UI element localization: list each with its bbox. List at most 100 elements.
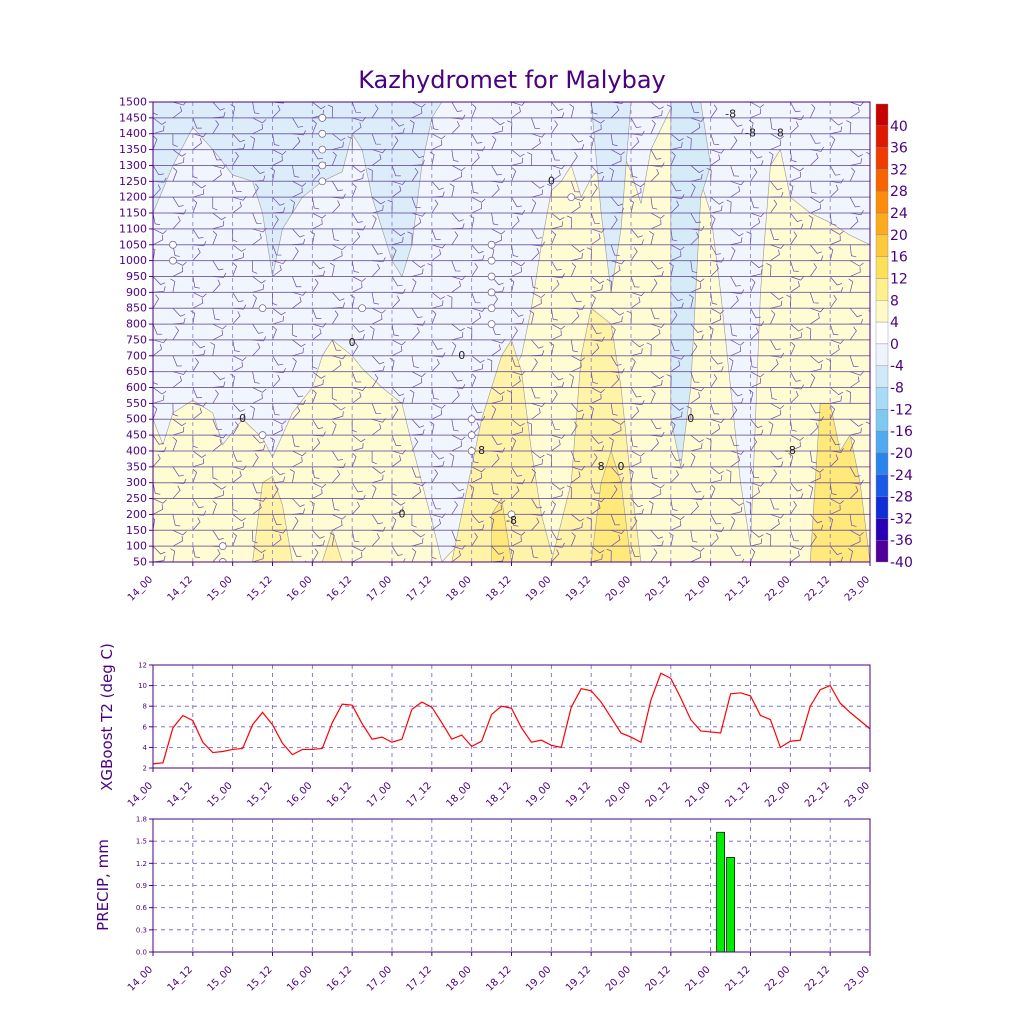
wind-barb bbox=[790, 341, 796, 356]
temperature-colorbar: 4036322824201612840-4-8-12-16-20-24-28-3… bbox=[875, 103, 913, 571]
wind-barb bbox=[650, 110, 663, 119]
wind-barb bbox=[809, 244, 823, 254]
wind-barb bbox=[411, 212, 426, 217]
wind-barb bbox=[153, 518, 156, 531]
wind-barb bbox=[431, 358, 440, 372]
wind-barb bbox=[451, 550, 461, 562]
wind-barb bbox=[551, 323, 566, 330]
colorbar-label: 8 bbox=[890, 293, 899, 309]
wind-barb bbox=[451, 482, 464, 492]
colorbar-label: 16 bbox=[890, 250, 908, 266]
wind-barb bbox=[371, 466, 386, 474]
wind-barb bbox=[270, 167, 275, 182]
wind-barb bbox=[172, 535, 184, 547]
wind-barb bbox=[650, 466, 658, 480]
wind-barb bbox=[427, 263, 433, 277]
wind-barb bbox=[431, 243, 446, 249]
wind-barb bbox=[172, 375, 182, 388]
wind-barb bbox=[272, 534, 282, 547]
wind-barb bbox=[511, 529, 526, 536]
wind-barb bbox=[391, 246, 397, 261]
wind-barb bbox=[407, 231, 413, 245]
wind-barb bbox=[471, 152, 480, 166]
wind-barb bbox=[730, 102, 731, 103]
wind-barb bbox=[332, 133, 346, 141]
wind-barb bbox=[332, 302, 345, 309]
wind-barb bbox=[471, 181, 479, 194]
wind-barb bbox=[391, 136, 399, 150]
wind-barb bbox=[569, 104, 575, 118]
wind-barb bbox=[626, 310, 632, 325]
y-tick-label: 0.6 bbox=[136, 904, 148, 912]
x-tick-label: 18_00 bbox=[444, 780, 473, 809]
wind-barb bbox=[650, 260, 663, 270]
wind-barb bbox=[610, 529, 625, 534]
wind-barb bbox=[609, 167, 614, 182]
cold-region-fill bbox=[153, 102, 443, 278]
y-tick-label: 300 bbox=[126, 476, 147, 489]
wind-barb bbox=[471, 203, 483, 214]
wind-barb bbox=[511, 196, 522, 208]
wind-barb bbox=[690, 443, 703, 452]
wind-barb bbox=[431, 310, 437, 325]
wind-barb bbox=[292, 165, 300, 178]
wind-barb bbox=[153, 405, 158, 420]
wind-barb bbox=[192, 102, 194, 103]
wind-barb bbox=[192, 349, 206, 357]
wind-barb bbox=[192, 510, 207, 516]
colorbar-label: -32 bbox=[890, 511, 913, 527]
wind-barb bbox=[431, 498, 441, 510]
wind-barb bbox=[810, 255, 824, 261]
wind-barb bbox=[391, 397, 405, 404]
wind-barb bbox=[730, 136, 738, 150]
wind-barb bbox=[210, 342, 216, 356]
wind-barb bbox=[471, 292, 481, 304]
wind-barb bbox=[451, 323, 465, 332]
wind-barb bbox=[371, 418, 386, 423]
wind-barb bbox=[232, 304, 247, 310]
wind-barb bbox=[292, 324, 298, 338]
wind-barb bbox=[451, 231, 459, 245]
wind-barb bbox=[252, 123, 263, 135]
wind-barb bbox=[272, 476, 286, 484]
precip-bars bbox=[716, 831, 735, 953]
colorbar-label: 40 bbox=[890, 119, 908, 135]
wind-barb bbox=[770, 117, 777, 131]
wind-barb bbox=[591, 284, 603, 293]
wind-barb bbox=[292, 508, 306, 515]
wind-barb bbox=[212, 112, 226, 119]
wind-barb bbox=[252, 294, 257, 309]
wind-barb bbox=[570, 292, 582, 303]
wind-barb bbox=[487, 358, 493, 372]
wind-barb bbox=[571, 355, 585, 362]
wind-barb bbox=[690, 232, 699, 246]
wind-barb bbox=[531, 181, 545, 189]
wind-barb bbox=[630, 400, 645, 406]
wind-barb bbox=[372, 526, 386, 532]
wind-barb bbox=[369, 326, 375, 340]
wind-barb bbox=[212, 466, 218, 480]
wind-barb bbox=[371, 244, 383, 255]
wind-barb bbox=[292, 187, 303, 198]
wind-barb bbox=[431, 249, 442, 261]
wind-barb bbox=[192, 117, 202, 129]
calm-wind-circle bbox=[169, 256, 177, 265]
wind-barb bbox=[610, 326, 616, 341]
wind-barb bbox=[331, 339, 342, 351]
wind-barb bbox=[351, 165, 366, 173]
wind-barb bbox=[192, 199, 198, 214]
wind-barb bbox=[331, 310, 339, 325]
wind-barb bbox=[790, 482, 803, 492]
wind-barb bbox=[849, 536, 861, 547]
x-tick-label: 14_12 bbox=[166, 964, 195, 993]
wind-barb bbox=[790, 434, 805, 441]
wind-barb bbox=[850, 210, 864, 216]
wind-barb bbox=[551, 221, 563, 230]
wind-barb bbox=[849, 486, 859, 499]
wind-barb bbox=[172, 196, 184, 207]
wind-barb bbox=[391, 185, 402, 198]
wind-barb bbox=[511, 437, 517, 452]
wind-barb bbox=[431, 339, 443, 350]
wind-barb bbox=[311, 355, 318, 369]
wind-barb bbox=[431, 513, 446, 518]
